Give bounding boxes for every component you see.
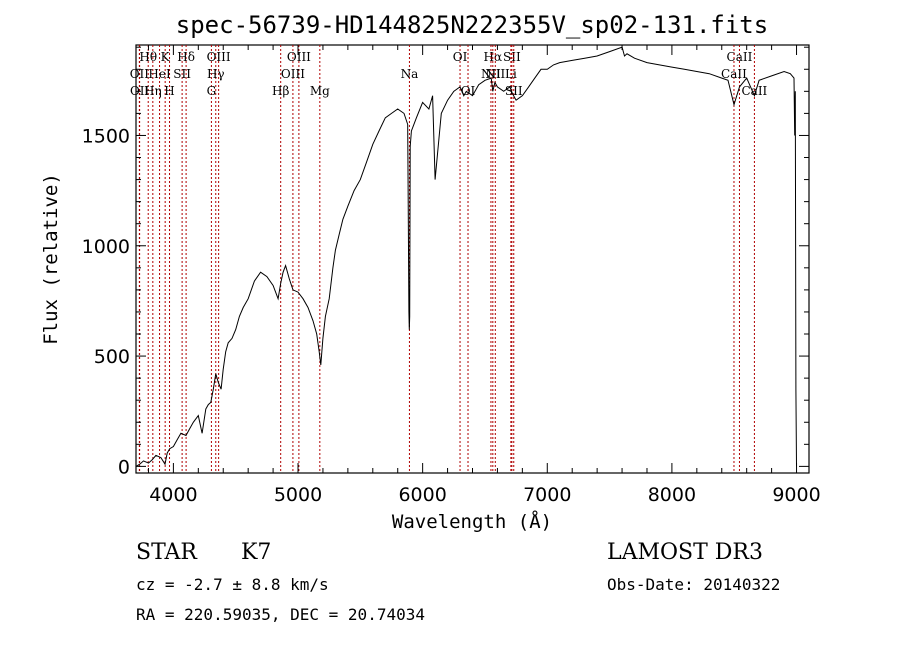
redshift-label: cz = -2.7 ± 8.8 km/s [136, 575, 329, 594]
line-label-12: OIII [287, 50, 311, 64]
line-label-0: Hθ [139, 50, 157, 64]
line-label-9: OIII [207, 50, 231, 64]
x-tick-label-7000: 7000 [523, 484, 571, 506]
line-label-19: Hα [484, 50, 503, 64]
y-axis-ticks: 0 500 1000 1500 [82, 46, 809, 478]
x-axis-ticks: 4000 5000 6000 7000 8000 9000 [147, 45, 821, 506]
line-label-16: Na [401, 67, 419, 81]
line-label-6: Hδ [177, 50, 195, 64]
spectral-subclass-label: K7 [241, 540, 271, 565]
line-label-17: OI [453, 50, 468, 64]
x-tick-label-6000: 6000 [398, 484, 446, 506]
line-label-3: K [161, 50, 171, 64]
object-type-label: STAR [136, 540, 198, 565]
line-label-5: Hη [144, 84, 162, 98]
line-label-22: SII [503, 50, 521, 64]
x-tick-label-8000: 8000 [648, 484, 696, 506]
x-tick-label-9000: 9000 [772, 484, 820, 506]
line-label-8: H [164, 84, 174, 98]
spectrum-series-flux [135, 46, 797, 467]
chart-title: spec-56739-HD144825N222355V_sp02-131.fit… [176, 11, 768, 39]
line-label-23: Li [505, 67, 517, 81]
x-axis-title: Wavelength (Å) [392, 510, 552, 533]
y-tick-label-0: 0 [118, 456, 130, 478]
line-label-14: Hβ [272, 84, 289, 98]
line-label-20: NII [481, 67, 501, 81]
line-label-7: SII [173, 67, 191, 81]
line-label-4: HeI [148, 67, 171, 81]
line-label-13: OIII [281, 67, 305, 81]
y-axis-title: Flux (relative) [40, 173, 62, 345]
y-tick-label-1000: 1000 [82, 236, 130, 258]
line-label-26: CaII [721, 67, 747, 81]
line-label-25: CaII [727, 50, 753, 64]
line-label-27: CaII [741, 84, 767, 98]
obs-date-label: Obs-Date: 20140322 [607, 575, 780, 594]
line-label-21: NII [485, 67, 505, 81]
y-tick-label-500: 500 [94, 346, 130, 368]
line-label-10: Hγ [207, 67, 225, 81]
x-tick-label-4000: 4000 [149, 484, 197, 506]
coordinates-label: RA = 220.59035, DEC = 20.74034 [136, 605, 425, 624]
survey-label: LAMOST DR3 [607, 540, 763, 565]
y-tick-label-1500: 1500 [82, 125, 130, 147]
line-label-11: G [207, 84, 217, 98]
x-tick-label-5000: 5000 [274, 484, 322, 506]
line-label-18: OI [461, 84, 476, 98]
plot-frame [135, 44, 810, 474]
line-label-15: Mg [310, 84, 330, 98]
